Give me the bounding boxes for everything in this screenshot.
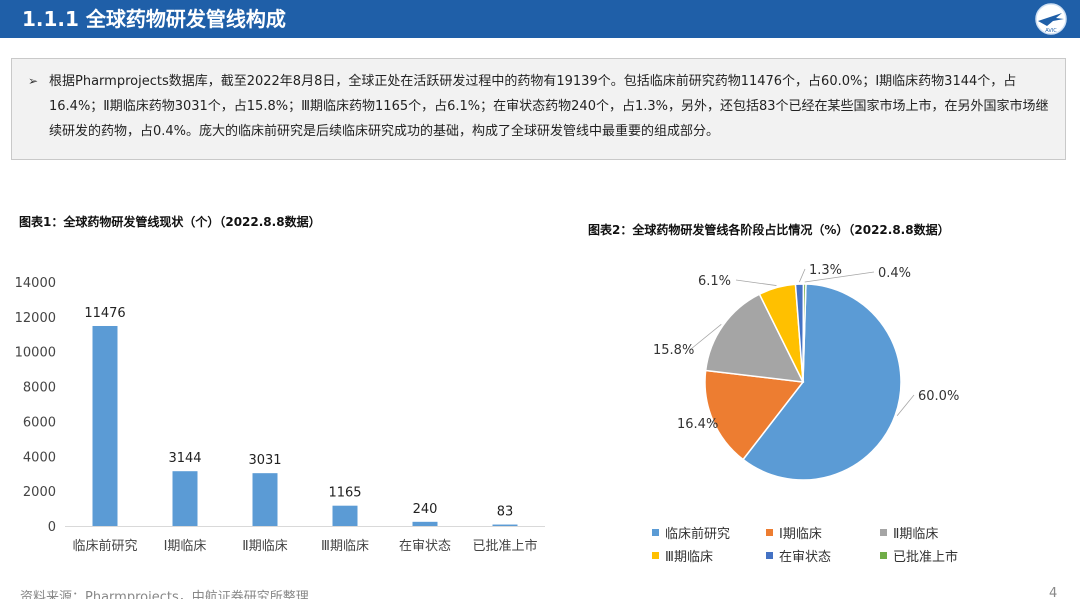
page-number: 4 — [1049, 586, 1058, 599]
legend-item: 已批准上市 — [880, 546, 982, 565]
pie-value-label: 1.3% — [809, 263, 842, 278]
legend-item: Ⅰ期临床 — [766, 523, 880, 542]
pie-chart: 60.0% 16.4% 15.8% 6.1% 1.3% 0.4% — [653, 263, 959, 481]
legend-swatch — [652, 552, 659, 559]
pie-value-label: 15.8% — [653, 343, 694, 358]
legend-label: 已批准上市 — [893, 550, 959, 565]
bar-value-label: 1165 — [328, 486, 361, 501]
legend-swatch — [766, 552, 773, 559]
x-category-label: 已批准上市 — [472, 538, 537, 554]
pie-leader-line — [710, 420, 716, 424]
pie-slice — [741, 283, 902, 481]
footer-source: 资料来源：Pharmprojects，中航证券研究所整理 — [20, 590, 309, 599]
y-tick-label: 8000 — [23, 381, 56, 396]
pie-slice — [704, 293, 805, 383]
x-category-label: Ⅲ期临床 — [321, 539, 369, 554]
pie-slice — [802, 283, 807, 383]
pie-leader-line — [690, 324, 722, 350]
x-category-label: 在审状态 — [399, 539, 451, 554]
summary-text: 根据Pharmprojects数据库，截至2022年8月8日，全球正处在活跃研发… — [49, 74, 1049, 139]
bar-value-label: 83 — [497, 505, 514, 520]
pie-value-label: 16.4% — [677, 417, 718, 432]
bar-chart: 0 2000 4000 6000 8000 10000 12000 14000 11476 临床前… — [15, 276, 545, 554]
bar-value-label: 240 — [413, 502, 438, 517]
legend-label: Ⅱ期临床 — [893, 527, 939, 542]
bar-chart-title: 图表1：全球药物研发管线现状（个）（2022.8.8数据） — [19, 215, 321, 229]
avic-logo-icon: AVIC — [1035, 3, 1067, 35]
bar — [332, 505, 358, 526]
legend-item: Ⅱ期临床 — [880, 523, 982, 542]
bar — [92, 325, 118, 526]
pie-legend: 临床前研究 Ⅰ期临床 Ⅱ期临床 Ⅲ期临床 在审状态 已批准上市 — [652, 523, 982, 565]
page-title: 1.1.1 全球药物研发管线构成 — [22, 7, 286, 31]
y-tick-label: 6000 — [23, 415, 56, 430]
legend-swatch — [652, 529, 659, 536]
legend-swatch — [766, 529, 773, 536]
legend-label: 临床前研究 — [665, 527, 731, 542]
pie-leader-line — [799, 268, 806, 283]
pie-leader-line — [896, 394, 915, 416]
legend-item: Ⅲ期临床 — [652, 546, 766, 565]
y-tick-label: 14000 — [15, 276, 56, 291]
pie-value-label: 6.1% — [698, 274, 731, 289]
bar — [492, 524, 518, 526]
y-tick-label: 4000 — [23, 450, 56, 465]
bar — [172, 471, 198, 526]
legend-label: 在审状态 — [779, 550, 832, 565]
pie-value-label: 0.4% — [878, 266, 911, 281]
legend-item: 临床前研究 — [652, 523, 766, 542]
legend-item: 在审状态 — [766, 546, 880, 565]
legend-label: Ⅰ期临床 — [779, 527, 822, 542]
bar — [412, 521, 438, 526]
pie-leader-line — [804, 271, 875, 283]
legend-label: Ⅲ期临床 — [665, 550, 713, 565]
summary-box: ➢ 根据Pharmprojects数据库，截至2022年8月8日，全球正处在活跃… — [11, 58, 1066, 160]
logo-text: AVIC — [1045, 28, 1057, 34]
y-tick-label: 2000 — [23, 485, 56, 500]
pie-chart-title: 图表2：全球药物研发管线各阶段占比情况（%）（2022.8.8数据） — [588, 223, 950, 237]
bar-value-label: 11476 — [84, 306, 125, 321]
pie-slice — [704, 369, 805, 461]
bar-value-label: 3031 — [248, 453, 281, 468]
bar-value-label: 3144 — [168, 451, 201, 466]
legend-swatch — [880, 552, 887, 559]
y-tick-label: 12000 — [15, 311, 56, 326]
bullet-marker: ➢ — [28, 74, 39, 88]
bar — [252, 473, 278, 526]
y-tick-label: 0 — [48, 520, 56, 535]
x-category-label: 临床前研究 — [72, 538, 137, 554]
legend-swatch — [880, 529, 887, 536]
header-bar: 1.1.1 全球药物研发管线构成 AVIC — [0, 0, 1080, 38]
x-category-label: Ⅱ期临床 — [242, 539, 287, 554]
x-category-label: Ⅰ期临床 — [164, 539, 207, 554]
pie-leader-line — [735, 279, 777, 286]
y-tick-label: 10000 — [15, 346, 56, 361]
pie-value-label: 60.0% — [918, 389, 959, 404]
